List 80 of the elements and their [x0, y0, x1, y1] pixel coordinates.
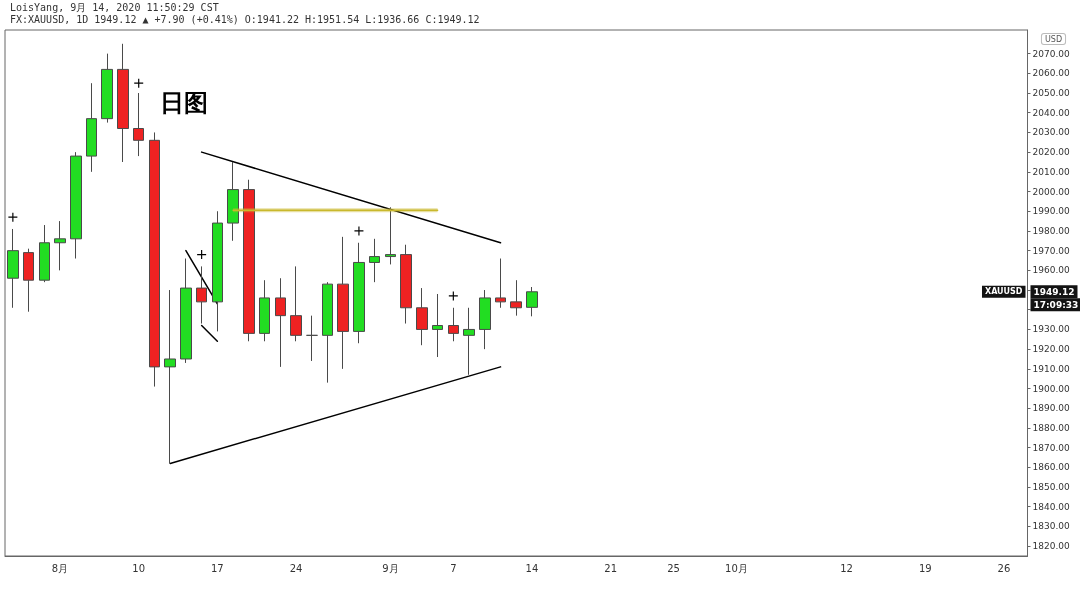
x-tick-label: 7: [450, 562, 457, 574]
y-tick-label: 1920.00: [1032, 344, 1070, 355]
point: [354, 226, 364, 236]
candlestick: [385, 206, 396, 265]
candlestick: [337, 236, 349, 370]
y-tick-label: 1860.00: [1032, 462, 1070, 473]
candlestick: [369, 238, 380, 283]
y-tick-label: 1980.00: [1032, 225, 1070, 236]
chart-title: LoisYang, 9月 14, 2020 11:50:29 CST: [10, 1, 219, 13]
y-tick-label: 1970.00: [1032, 245, 1070, 256]
candlestick: [7, 228, 19, 309]
y-tick-label: 2050.00: [1032, 88, 1070, 99]
candlestick: [164, 289, 176, 464]
y-tick-label: 1900.00: [1032, 383, 1070, 394]
y-tick-label: 2040.00: [1032, 107, 1070, 118]
y-tick-label: 1870.00: [1032, 442, 1070, 453]
candlestick: [353, 242, 365, 344]
y-tick-label: 1960.00: [1032, 265, 1070, 276]
candlestick: [322, 281, 333, 384]
candlestick: [227, 161, 239, 242]
candlestick: [243, 179, 255, 342]
candlestick: [400, 244, 412, 325]
candlestick: [463, 307, 475, 376]
x-tick-label: 24: [289, 562, 303, 574]
x-tick-label: 9月: [382, 562, 399, 574]
candlestick: [259, 279, 270, 342]
annotation: 日图: [160, 89, 208, 117]
text: 1949.12: [1033, 286, 1075, 297]
x-tick-label: 10月: [725, 562, 748, 574]
candlestick: [479, 289, 491, 350]
candlestick: [133, 92, 144, 157]
x-tick-label: 26: [997, 562, 1011, 574]
x-tick-label: 17: [211, 562, 224, 574]
y-tick-label: 1850.00: [1032, 482, 1070, 493]
candlestick: [180, 258, 192, 364]
candlestick: [275, 277, 286, 368]
candlestick: [432, 293, 443, 358]
x-tick-label: 21: [604, 562, 617, 574]
candlestick: [495, 258, 506, 309]
y-tick-label: 1890.00: [1032, 403, 1070, 414]
y-tick-label: 2010.00: [1032, 166, 1070, 177]
candlestick: [306, 315, 318, 362]
candlestick: [23, 248, 34, 313]
y-tick-label: 1990.00: [1032, 206, 1070, 217]
candlestick: [39, 224, 50, 283]
candlestick: [196, 265, 207, 325]
y-tick-label: 2060.00: [1032, 68, 1070, 79]
y-tick-label: 1820.00: [1032, 541, 1070, 552]
candlestick: [149, 131, 160, 388]
y-tick-label: 2000.00: [1032, 186, 1070, 197]
text: 17:09:33: [1033, 299, 1079, 310]
candlestick: [510, 279, 522, 317]
x-tick-label: 19: [918, 562, 932, 574]
candlestick: [290, 265, 302, 342]
y-tick-label: 1930.00: [1032, 324, 1070, 335]
annotation: XAUUSD: [984, 287, 1023, 297]
chart-subtitle: FX:XAUUSD, 1D 1949.12 ▲ +7.90 (+0.41%) O:1941.22 H:1951.54 L:1936.66 C:1949.12: [10, 13, 480, 25]
x-tick-label: 8月: [51, 562, 69, 574]
candlestick: [101, 53, 113, 124]
y-tick-label: 2070.00: [1032, 48, 1070, 59]
y-tick-label: 1910.00: [1032, 363, 1070, 374]
y-tick-label: 1830.00: [1032, 521, 1070, 532]
y-tick-label: 2020.00: [1032, 147, 1070, 158]
candlestick: [416, 287, 428, 346]
candlestick: [86, 82, 97, 173]
x-tick-label: 14: [525, 562, 539, 574]
y-tick-label: 1840.00: [1032, 501, 1070, 512]
y-tick-label: 2030.00: [1032, 127, 1070, 138]
point: [448, 291, 458, 301]
candlestick: [117, 43, 129, 163]
candlestick: [212, 210, 223, 332]
x-tick-label: 25: [667, 562, 680, 574]
candlestick: [448, 307, 459, 342]
x-tick-label: 12: [840, 562, 853, 574]
candlestick: [54, 220, 66, 271]
y-axis-title: USD: [1044, 34, 1063, 44]
candlestick: [526, 286, 538, 317]
y-tick-label: 1880.00: [1032, 422, 1070, 433]
x-tick-label: 10: [132, 562, 146, 574]
candlestick: [70, 151, 82, 260]
